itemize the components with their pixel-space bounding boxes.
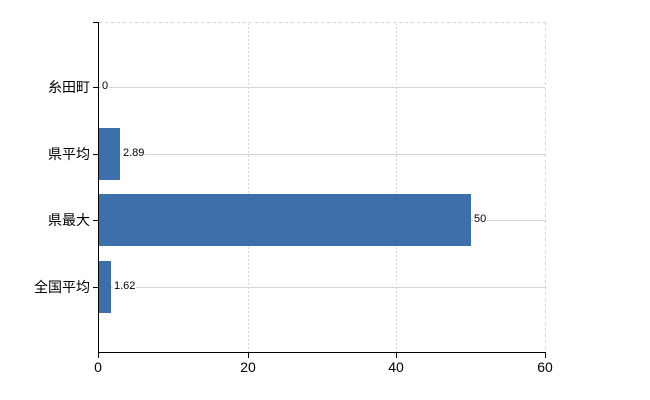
category-tick (93, 287, 98, 288)
category-tick (93, 154, 98, 155)
bar-value-label: 2.89 (122, 147, 146, 160)
category-label: 県最大 (48, 212, 90, 228)
h-gridline (99, 87, 545, 88)
category-tick (93, 87, 98, 88)
bar (99, 194, 471, 246)
x-axis-line (98, 352, 546, 353)
category-label: 県平均 (48, 146, 90, 162)
x-tick (545, 353, 546, 358)
x-tick (248, 353, 249, 358)
x-tick-label: 0 (94, 359, 102, 375)
h-gridline (99, 154, 545, 155)
h-gridline (99, 287, 545, 288)
bar (99, 128, 120, 180)
plot-top-border (99, 22, 545, 23)
category-tick (93, 220, 98, 221)
x-tick-label: 60 (537, 359, 553, 375)
category-label: 糸田町 (48, 79, 90, 95)
bar-value-label: 1.62 (113, 280, 137, 293)
y-axis-top-tick (93, 22, 98, 23)
v-gridline (396, 23, 397, 352)
x-tick-label: 20 (240, 359, 256, 375)
x-tick (396, 353, 397, 358)
v-gridline (248, 23, 249, 352)
bar-value-label: 50 (473, 213, 488, 226)
bar (99, 261, 111, 313)
category-label: 全国平均 (34, 279, 90, 295)
y-axis-line (98, 22, 99, 358)
plot-right-border (545, 22, 546, 352)
x-tick-label: 40 (388, 359, 404, 375)
x-tick (98, 353, 99, 358)
bar-value-label: 0 (101, 80, 110, 93)
